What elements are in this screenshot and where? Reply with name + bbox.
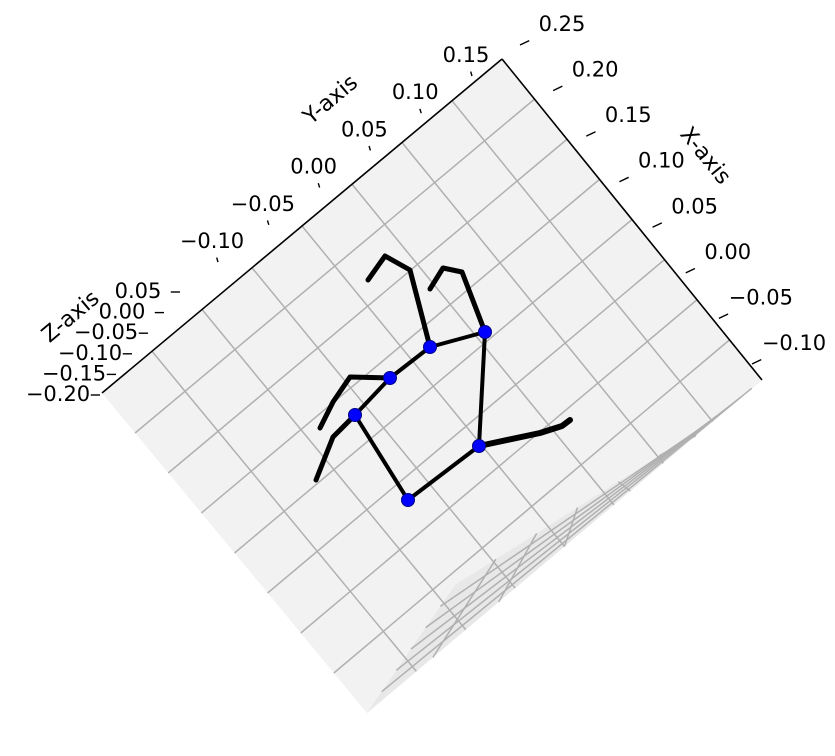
x-tick [652, 222, 663, 228]
x-tick-label: 0.25 [539, 12, 586, 36]
skeleton [313, 253, 573, 502]
y-tick-label: 0.00 [290, 155, 337, 179]
grid-line [410, 404, 732, 650]
tick-marks [90, 39, 762, 396]
back-pane-top [102, 59, 762, 713]
y-tick-label: −0.05 [231, 192, 295, 216]
joint-marker [401, 493, 415, 507]
x-tick [519, 39, 530, 46]
y-tick-label: 0.15 [443, 43, 490, 67]
skeleton-segment [388, 345, 432, 380]
joint-marker [348, 408, 362, 422]
grid-line [395, 396, 742, 671]
y-tick [266, 220, 270, 226]
grid-line [201, 309, 467, 631]
x-tick [685, 267, 696, 274]
skeleton-segment [317, 374, 393, 431]
y-tick [470, 71, 473, 77]
x-tick-label: 0.05 [671, 194, 718, 218]
joint-marker [472, 439, 486, 453]
grid-line [151, 350, 417, 672]
grid-line [301, 225, 566, 547]
grid-line [251, 267, 516, 589]
tick-labels: −0.10−0.050.000.050.100.150.200.25−0.10−… [26, 12, 826, 406]
x-tick-label: 0.15 [605, 103, 652, 127]
z-axis-line [101, 58, 503, 394]
z-tick-label: −0.15 [42, 361, 106, 385]
grid-line [381, 387, 753, 693]
z-tick-label: −0.20 [26, 382, 90, 406]
skeleton-segment [353, 376, 392, 417]
skeleton-segment [428, 330, 487, 349]
grid-line [401, 142, 664, 464]
x-tick [585, 131, 596, 137]
joint-marker [423, 340, 437, 354]
skeleton-segment [365, 253, 433, 350]
x-tick-label: 0.20 [572, 58, 619, 82]
z-tick-label: 0.00 [99, 300, 146, 324]
x-axis-line [501, 58, 763, 381]
skeleton-segment [476, 417, 573, 449]
skeleton-segment [477, 330, 487, 448]
y-tick-label: 0.05 [341, 117, 388, 141]
x-tick [718, 313, 729, 320]
skeleton-segment [406, 444, 481, 502]
y-tick-label: −0.10 [180, 229, 244, 253]
z-tick-label: −0.05 [74, 320, 138, 344]
y-tick-label: 0.10 [392, 80, 439, 104]
z-tick-label: 0.05 [115, 279, 162, 303]
joint-marker [478, 325, 492, 339]
y-tick [317, 182, 321, 188]
x-tick-label: −0.05 [729, 285, 793, 309]
y-tick [368, 145, 372, 151]
joint-marker [383, 371, 397, 385]
x-tick-label: 0.00 [704, 240, 751, 264]
x-tick-label: −0.10 [762, 331, 826, 355]
x-tick [552, 85, 563, 92]
y-tick [216, 257, 219, 263]
skeleton-segment [353, 413, 410, 502]
x-tick-label: 0.10 [638, 149, 685, 173]
z-tick-label: −0.10 [58, 341, 122, 365]
x-tick [619, 176, 629, 183]
grid-line [451, 100, 714, 423]
skeleton-segment [313, 412, 358, 483]
y-tick [419, 108, 422, 114]
skeleton-segment [427, 265, 488, 335]
axis-frame [101, 58, 763, 394]
joint-markers [348, 325, 492, 507]
grid-line [439, 421, 711, 607]
x-tick [751, 358, 762, 365]
